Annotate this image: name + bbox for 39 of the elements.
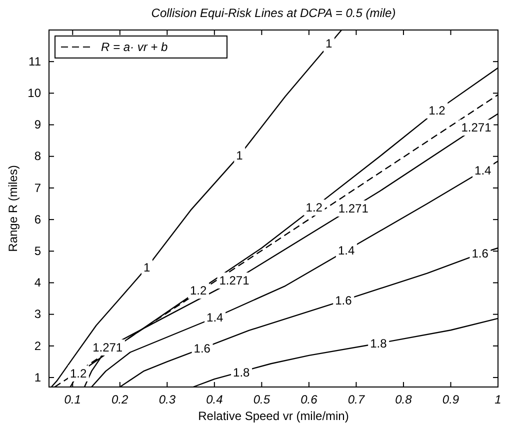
x-tick-label: 0.2 [112,392,129,407]
annotation: 1.2 [428,104,446,118]
annotation: 1.2 [306,200,323,215]
chart-title: Collision Equi-Risk Lines at DCPA = 0.5 (mile) [151,6,396,20]
x-tick-label: 0.4 [206,392,224,407]
y-axis-title: Range R (miles) [6,165,20,252]
x-tick-label: 0.1 [64,392,81,407]
y-tick-label: 7 [34,180,42,195]
x-tick-label: 0.8 [395,392,412,407]
y-tick-label: 8 [34,149,42,164]
annotation: 1.4 [206,310,224,324]
annotation: 1.271 [338,202,369,216]
y-tick-label: 6 [34,212,42,226]
legend-label: R = a· vr + b [101,40,168,54]
y-tick-label: 9 [34,118,42,132]
annotation: 1.4 [474,164,492,178]
y-tick-label: 1 [34,370,42,384]
annotation: 1.2 [190,284,208,298]
annotation: 1.8 [370,336,388,350]
x-tick-label: 0.3 [158,392,176,407]
x-tick-label: 0.5 [253,392,270,407]
x-axis-title: Relative Speed vr (mile/min) [198,409,349,423]
annotation: 1.6 [194,341,211,356]
x-tick-label: 0.6 [300,392,318,407]
annotation: 1.6 [335,293,352,308]
annotation: 1.2 [70,366,87,380]
annotation: 1 [325,36,332,51]
y-tick-label: 3 [34,307,42,322]
x-tick-label: 0.7 [348,392,366,407]
annotation: 1.4 [338,244,355,258]
y-tick-label: 4 [34,276,42,290]
x-tick-label: 1 [494,392,502,407]
y-tick-label: 11 [28,54,42,68]
y-tick-label: 10 [28,86,42,100]
x-tick-label: 0.9 [442,392,460,407]
y-tick-label: 5 [34,244,42,258]
annotation: 1.8 [233,365,250,380]
y-tick-label: 2 [34,338,42,353]
annotation: 1.6 [472,246,489,261]
